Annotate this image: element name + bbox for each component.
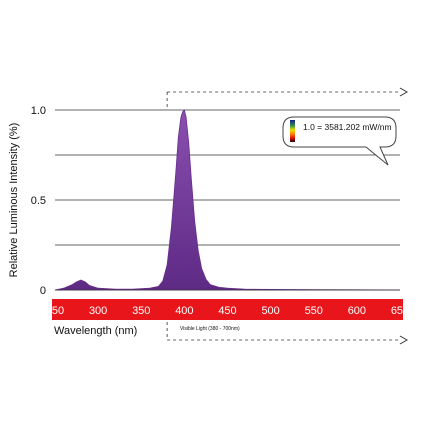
y-tick-label: 0.5: [31, 195, 46, 207]
x-tick-label: 400: [175, 305, 193, 317]
callout-bubble: [282, 116, 397, 166]
x-axis-label: Wavelength (nm): [54, 325, 138, 337]
x-tick-label: 250: [46, 305, 64, 317]
x-tick-label: 300: [89, 305, 107, 317]
y-axis-label: Relative Luminous Intensity (%): [8, 122, 20, 278]
visible-light-label: Visible Light (380 - 700nm): [180, 326, 240, 332]
spectrum-series-area: [54, 109, 401, 291]
x-axis-band: [52, 299, 403, 320]
arrow-right-icon: [399, 87, 409, 97]
color-scale-icon: [290, 120, 295, 142]
y-tick-label: 1.0: [31, 105, 46, 117]
arrow-right-icon: [399, 335, 409, 345]
callout-label: 1.0 = 3581.202 mW/nm: [303, 122, 392, 132]
x-tick-label: 350: [132, 305, 150, 317]
x-tick-label: 450: [218, 305, 236, 317]
x-tick-label: 550: [305, 305, 323, 317]
y-tick-label: 0: [40, 285, 46, 297]
x-tick-label: 600: [348, 305, 366, 317]
x-tick-label: 500: [261, 305, 279, 317]
x-tick-label: 650: [391, 305, 409, 317]
